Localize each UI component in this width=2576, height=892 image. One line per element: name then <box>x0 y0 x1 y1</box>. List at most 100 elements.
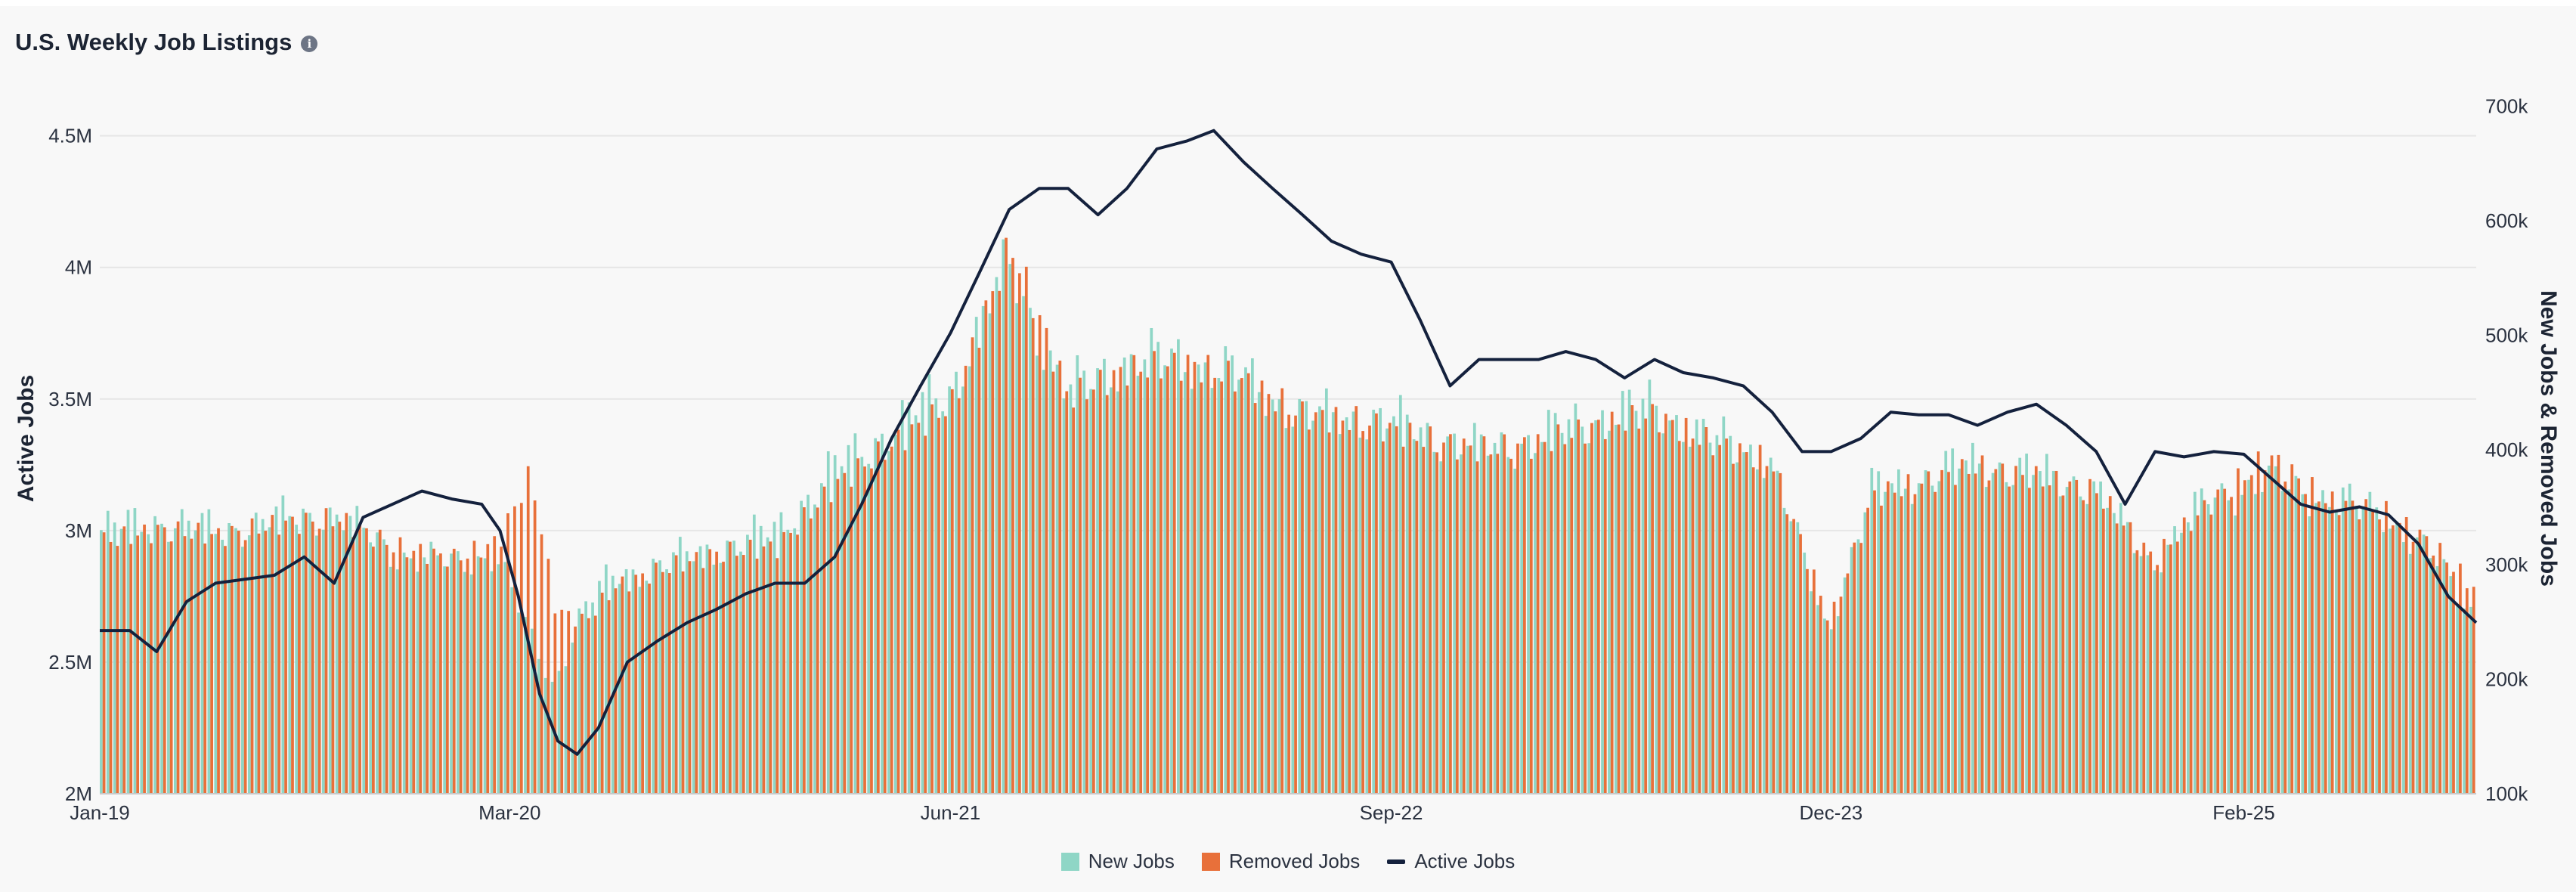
new-jobs-bar[interactable] <box>1419 427 1423 794</box>
removed-jobs-bar[interactable] <box>176 521 180 794</box>
removed-jobs-bar[interactable] <box>1785 514 1789 794</box>
removed-jobs-bar[interactable] <box>526 466 530 794</box>
removed-jobs-bar[interactable] <box>762 546 766 794</box>
new-jobs-bar[interactable] <box>348 516 352 794</box>
new-jobs-bar[interactable] <box>974 317 978 794</box>
removed-jobs-bar[interactable] <box>1624 430 1627 794</box>
removed-jobs-bar[interactable] <box>1927 471 1930 794</box>
removed-jobs-bar[interactable] <box>102 532 106 794</box>
new-jobs-bar[interactable] <box>1534 453 1537 794</box>
new-jobs-bar[interactable] <box>1870 467 1874 794</box>
new-jobs-bar[interactable] <box>1029 308 1032 794</box>
new-jobs-bar[interactable] <box>1116 391 1119 794</box>
removed-jobs-bar[interactable] <box>466 558 469 794</box>
removed-jobs-bar[interactable] <box>1765 466 1769 794</box>
removed-jobs-bar[interactable] <box>298 534 301 794</box>
new-jobs-bar[interactable] <box>1627 389 1631 794</box>
new-jobs-bar[interactable] <box>1641 398 1645 794</box>
new-jobs-bar[interactable] <box>1103 358 1106 794</box>
removed-jobs-bar[interactable] <box>533 500 537 794</box>
new-jobs-bar[interactable] <box>961 386 964 794</box>
removed-jobs-bar[interactable] <box>2135 550 2139 794</box>
new-jobs-bar[interactable] <box>463 571 466 794</box>
removed-jobs-bar[interactable] <box>755 558 759 794</box>
removed-jobs-bar[interactable] <box>1772 471 1776 794</box>
new-jobs-bar[interactable] <box>819 483 823 794</box>
new-jobs-bar[interactable] <box>826 451 830 794</box>
removed-jobs-bar[interactable] <box>822 486 826 794</box>
removed-jobs-bar[interactable] <box>540 534 543 794</box>
removed-jobs-bar[interactable] <box>964 365 968 794</box>
removed-jobs-bar[interactable] <box>567 611 571 794</box>
new-jobs-bar[interactable] <box>2361 506 2365 794</box>
new-jobs-bar[interactable] <box>2341 487 2345 794</box>
new-jobs-bar[interactable] <box>1776 470 1779 794</box>
new-jobs-bar[interactable] <box>1782 507 1786 794</box>
new-jobs-bar[interactable] <box>490 571 494 794</box>
new-jobs-bar[interactable] <box>1998 462 2002 794</box>
new-jobs-bar[interactable] <box>833 455 837 794</box>
removed-jobs-bar[interactable] <box>1098 370 1102 794</box>
new-jobs-bar[interactable] <box>1829 629 1833 794</box>
new-jobs-bar[interactable] <box>652 559 655 794</box>
new-jobs-bar[interactable] <box>1284 428 1288 794</box>
removed-jobs-bar[interactable] <box>1832 601 1836 794</box>
new-jobs-bar[interactable] <box>382 539 385 794</box>
new-jobs-bar[interactable] <box>1930 485 1934 794</box>
removed-jobs-bar[interactable] <box>445 566 449 794</box>
removed-jobs-bar[interactable] <box>1395 426 1398 794</box>
new-jobs-bar[interactable] <box>1682 441 1685 794</box>
new-jobs-bar[interactable] <box>2166 544 2170 794</box>
new-jobs-bar[interactable] <box>1796 522 1800 794</box>
removed-jobs-bar[interactable] <box>1415 441 1419 794</box>
new-jobs-bar[interactable] <box>1183 372 1187 794</box>
new-jobs-bar[interactable] <box>988 313 992 794</box>
removed-jobs-bar[interactable] <box>1913 494 1917 794</box>
removed-jobs-bar[interactable] <box>493 536 497 794</box>
new-jobs-bar[interactable] <box>981 305 985 794</box>
new-jobs-bar[interactable] <box>2308 516 2311 794</box>
removed-jobs-bar[interactable] <box>1280 388 1284 794</box>
removed-jobs-bar[interactable] <box>984 300 988 794</box>
new-jobs-bar[interactable] <box>2435 565 2439 794</box>
new-jobs-bar[interactable] <box>2213 497 2217 794</box>
removed-jobs-bar[interactable] <box>1563 444 1567 794</box>
removed-jobs-bar[interactable] <box>1637 428 1641 794</box>
removed-jobs-bar[interactable] <box>991 291 995 794</box>
removed-jobs-bar[interactable] <box>796 534 799 794</box>
removed-jobs-bar[interactable] <box>210 534 213 794</box>
removed-jobs-bar[interactable] <box>1287 414 1291 794</box>
new-jobs-bar[interactable] <box>321 529 325 794</box>
new-jobs-bar[interactable] <box>1688 446 1692 794</box>
removed-jobs-bar[interactable] <box>1193 361 1197 794</box>
new-jobs-bar[interactable] <box>1203 362 1207 794</box>
removed-jobs-bar[interactable] <box>1859 543 1863 794</box>
removed-jobs-bar[interactable] <box>1058 361 1062 794</box>
new-jobs-bar[interactable] <box>1506 457 1510 794</box>
removed-jobs-bar[interactable] <box>365 528 368 794</box>
new-jobs-bar[interactable] <box>2106 507 2109 794</box>
new-jobs-bar[interactable] <box>1668 420 1671 794</box>
new-jobs-bar[interactable] <box>800 500 803 794</box>
new-jobs-bar[interactable] <box>2301 494 2305 794</box>
new-jobs-bar[interactable] <box>2449 576 2453 794</box>
removed-jobs-bar[interactable] <box>1550 451 1553 794</box>
new-jobs-bar[interactable] <box>450 553 453 794</box>
removed-jobs-bar[interactable] <box>472 540 476 794</box>
removed-jobs-bar[interactable] <box>708 549 712 794</box>
removed-jobs-bar[interactable] <box>1711 455 1715 794</box>
new-jobs-bar[interactable] <box>1850 547 1853 794</box>
removed-jobs-bar[interactable] <box>1509 458 1512 794</box>
new-jobs-bar[interactable] <box>638 587 642 794</box>
removed-jobs-bar[interactable] <box>331 526 335 794</box>
removed-jobs-bar[interactable] <box>957 398 961 794</box>
new-jobs-bar[interactable] <box>1008 264 1012 794</box>
new-jobs-bar[interactable] <box>2442 559 2446 794</box>
new-jobs-bar[interactable] <box>147 534 150 794</box>
new-jobs-bar[interactable] <box>1351 411 1355 794</box>
removed-jobs-bar[interactable] <box>1825 620 1829 794</box>
new-jobs-bar[interactable] <box>1372 409 1376 794</box>
removed-jobs-bar[interactable] <box>2324 503 2327 794</box>
removed-jobs-bar[interactable] <box>876 441 880 794</box>
new-jobs-bar[interactable] <box>1520 443 1524 794</box>
